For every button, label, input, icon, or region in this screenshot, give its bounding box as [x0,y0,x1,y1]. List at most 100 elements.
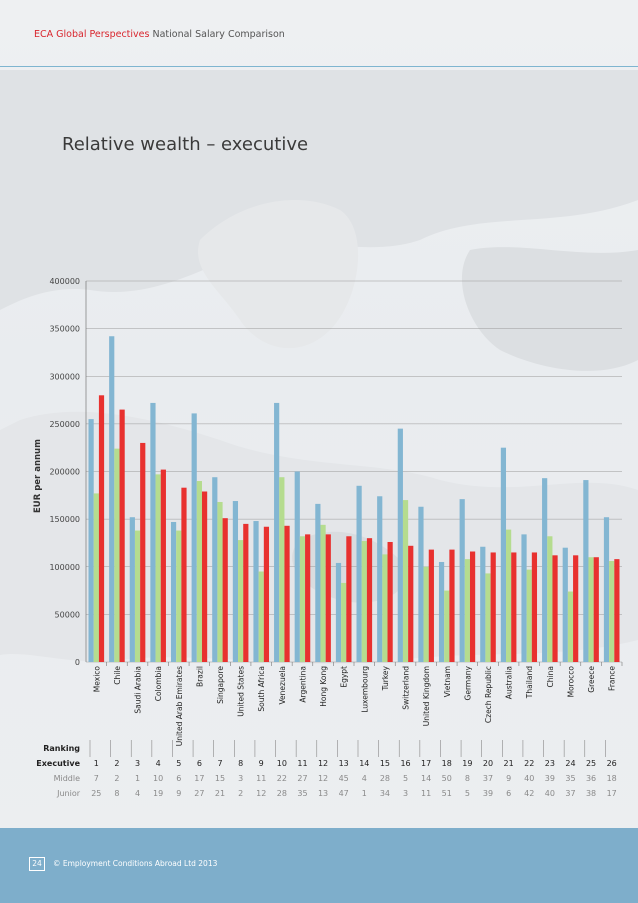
ranking-value: 27 [297,774,307,783]
ranking-row-label: Executive [36,759,80,768]
bar [408,545,414,662]
ranking-value: 21 [504,759,514,768]
bar [274,402,280,662]
ranking-value: 1 [362,789,367,798]
ranking-value: 20 [483,759,493,768]
bar [562,547,568,662]
y-tick-label: 300000 [49,372,80,381]
ranking-value: 22 [524,759,534,768]
x-tick-label: Germany [463,665,472,700]
ranking-value: 25 [91,789,101,798]
y-axis-label: EUR per annum [33,439,43,513]
ranking-value: 40 [524,774,534,783]
ranking-value: 2 [114,759,119,768]
bar [134,530,141,662]
ranking-value: 47 [339,789,349,798]
x-tick-label: Luxembourg [360,666,369,713]
x-tick-label: United Arab Emirates [175,666,184,746]
bar [397,428,403,662]
bar [500,447,507,662]
x-tick-label: Chile [113,666,122,685]
bar [428,549,434,662]
bar [88,419,94,662]
bar [423,566,429,662]
bar [542,478,548,662]
ranking-value: 18 [607,774,617,783]
bar [109,336,115,662]
ranking-value: 5 [403,774,408,783]
ranking-value: 51 [442,789,452,798]
ranking-value: 12 [256,789,266,798]
ranking-value: 6 [197,759,202,768]
x-tick-label: China [546,666,555,687]
ranking-value: 2 [238,789,243,798]
bar [609,561,615,662]
ranking-value: 9 [506,774,511,783]
ranking-value: 1 [135,774,140,783]
ranking-value: 19 [153,789,163,798]
bar [341,582,347,662]
ranking-value: 10 [153,774,163,783]
ranking-value: 40 [545,789,555,798]
ranking-value: 11 [297,759,307,768]
bar [361,541,367,662]
ranking-value: 9 [176,789,181,798]
ranking-value: 21 [215,789,225,798]
bar [98,395,105,662]
bar [480,546,486,662]
x-tick-label: Thailand [525,666,534,699]
bar [387,541,393,662]
bar [212,477,218,662]
ranking-value: 50 [442,774,452,783]
x-tick-label: Vietnam [443,666,452,697]
x-tick-label: Australia [505,666,514,699]
ranking-row-label: Junior [56,789,81,798]
ranking-value: 13 [318,789,328,798]
bar [93,493,99,662]
x-tick-label: Egypt [340,666,349,688]
ranking-value: 15 [380,759,390,768]
x-tick-label: Mexico [92,666,101,693]
bar [294,471,300,662]
header-brand: ECA Global Perspectives [34,29,150,40]
bar [593,557,599,662]
y-tick-label: 50000 [55,610,80,619]
ranking-row-label: Middle [54,774,81,783]
bar [614,559,620,662]
ranking-value: 7 [94,774,99,783]
ranking-value: 9 [259,759,264,768]
ranking-value: 11 [421,789,431,798]
x-tick-label: Switzerland [402,666,411,710]
x-tick-label: Greece [587,666,596,693]
ranking-value: 39 [545,774,555,783]
bar [320,524,326,662]
ranking-value: 14 [359,759,369,768]
bar [119,409,125,662]
bar [603,517,610,662]
ranking-value: 25 [586,759,596,768]
ranking-value: 14 [421,774,431,783]
ranking-value: 8 [465,774,470,783]
page-title: Relative wealth – executive [62,134,309,155]
ranking-value: 38 [586,789,596,798]
ranking-value: 22 [277,774,287,783]
bar [258,571,264,662]
bar [299,536,306,662]
bar [155,474,161,662]
ranking-value: 26 [607,759,617,768]
ranking-value: 5 [465,789,470,798]
bar [521,534,527,662]
bar [438,561,445,662]
y-tick-label: 0 [75,658,80,667]
x-tick-label: France [608,666,617,691]
bar [444,590,450,662]
header-title: National Salary Comparison [152,29,285,40]
ranking-value: 39 [483,789,493,798]
ranking-value: 4 [135,789,140,798]
y-tick-label: 100000 [49,563,80,572]
bar [588,557,594,662]
y-tick-label: 150000 [49,515,80,524]
ranking-value: 5 [176,759,181,768]
ranking-value: 13 [339,759,349,768]
